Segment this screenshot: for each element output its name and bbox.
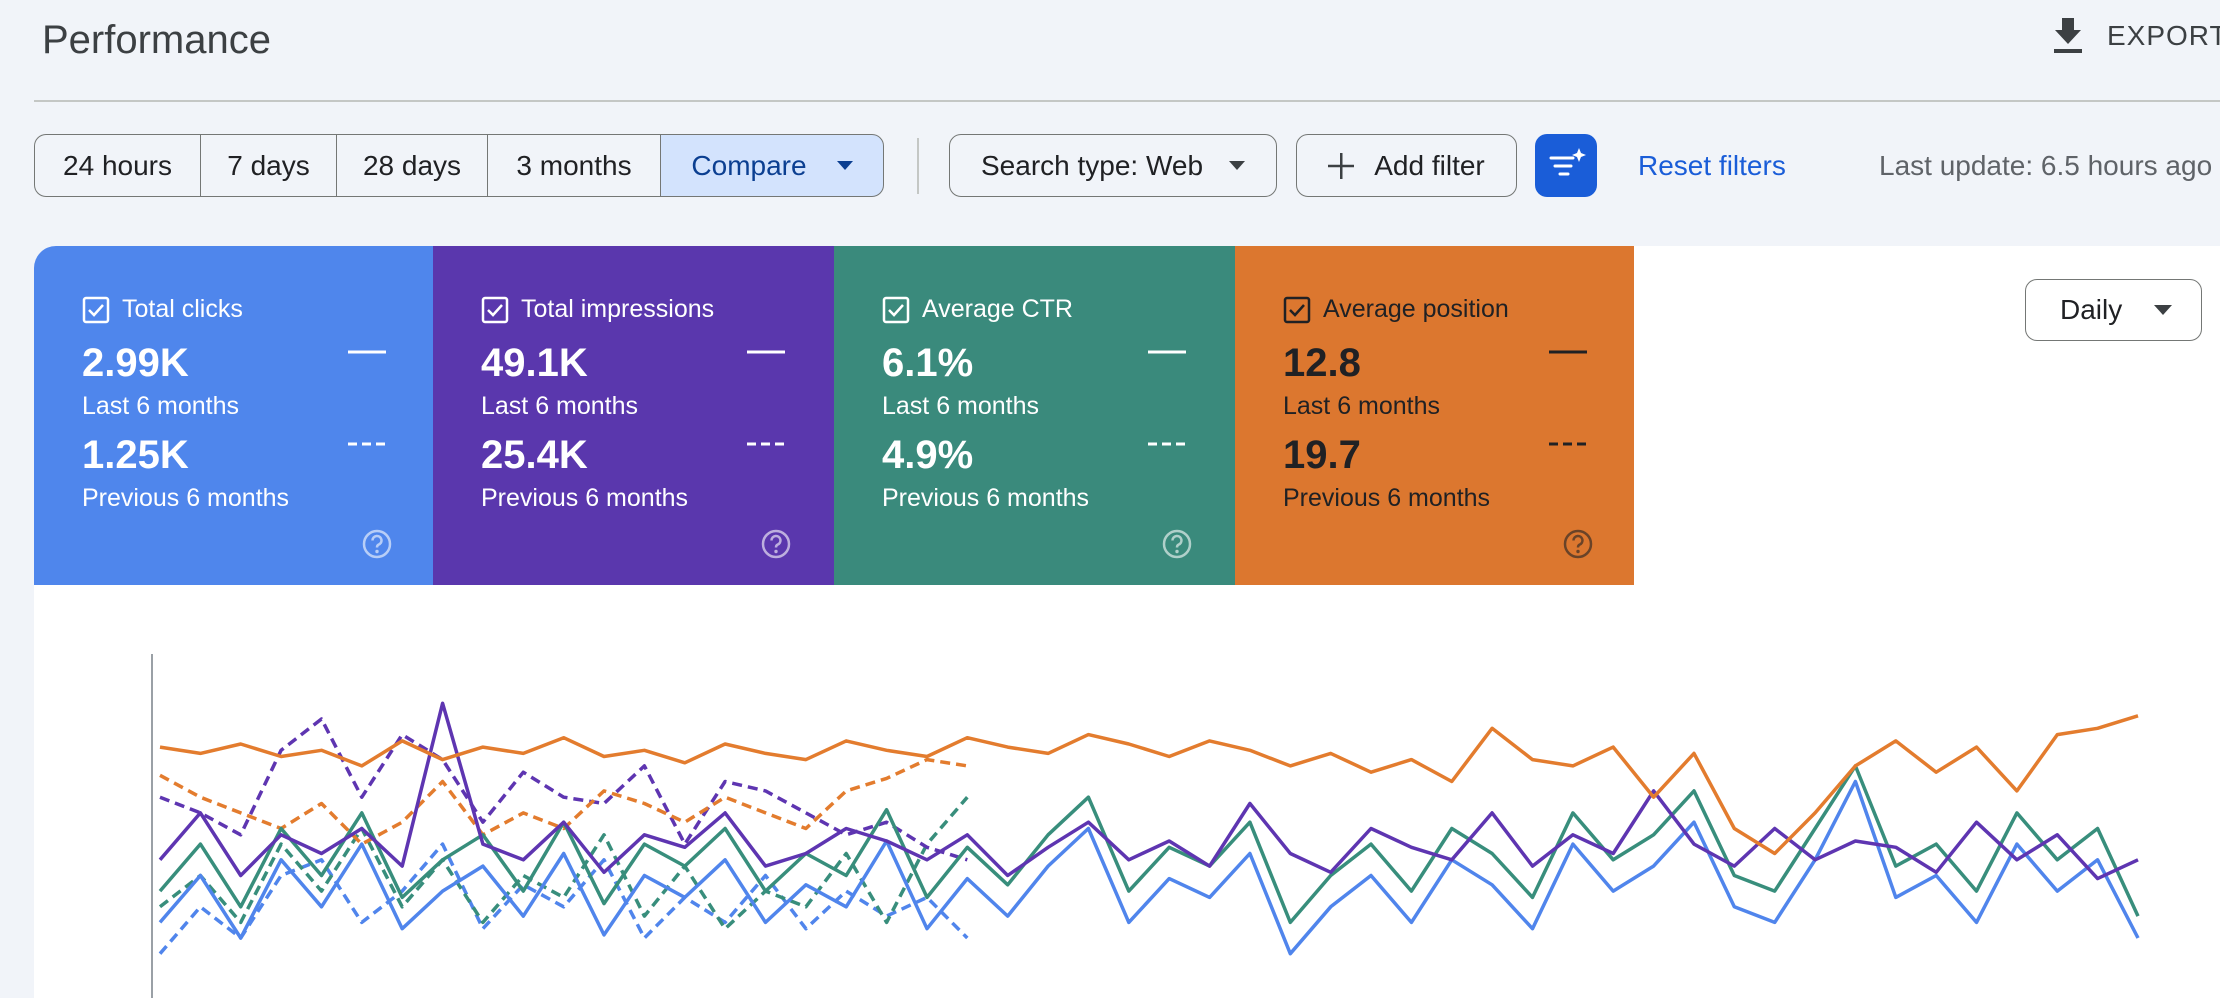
help-circle	[362, 529, 392, 559]
metric-card[interactable]: Average CTR 6.1% Last 6 months 4.9% Previous…	[834, 246, 1235, 585]
series-line	[158, 701, 2139, 881]
previous-value: 4.9%	[882, 433, 974, 477]
period-label: Last 6 months	[1283, 392, 1441, 420]
checkbox	[1283, 296, 1311, 324]
period-label: Last 6 months	[481, 392, 639, 420]
ai-filter-icon	[1549, 148, 1586, 176]
checkbox	[481, 296, 509, 324]
period-label: Previous 6 months	[1283, 484, 1491, 512]
checkmark	[888, 304, 904, 317]
previous-value: 19.7	[1283, 433, 1361, 477]
metric-value: 2.99K	[82, 341, 189, 385]
help-mark	[371, 534, 383, 548]
range-label: 3 months	[516, 149, 632, 181]
add-filter-label: Add filter	[1374, 149, 1485, 181]
range-label: 24 hours	[63, 149, 172, 181]
help-dot	[375, 549, 379, 554]
range-label: Compare	[691, 149, 807, 181]
help-circle	[1563, 529, 1593, 559]
reset-filters[interactable]: Reset filters	[1638, 150, 1786, 181]
series-line	[158, 779, 2140, 956]
search-type-button[interactable]: Search type: Web	[949, 134, 1277, 197]
previous-value: 1.25K	[82, 433, 189, 477]
checkbox	[82, 296, 110, 324]
help-icon[interactable]	[1161, 528, 1193, 560]
series-line	[158, 842, 969, 955]
range-label: 7 days	[227, 149, 310, 181]
metric-value: 12.8	[1283, 341, 1361, 385]
help-mark	[770, 534, 782, 548]
metric-label: Total clicks	[122, 295, 243, 323]
separator	[917, 138, 919, 194]
help-icon[interactable]	[760, 528, 792, 560]
line-style-legend	[348, 350, 386, 446]
range-button[interactable]: 24 hours	[34, 134, 200, 197]
range-label: 28 days	[362, 149, 462, 181]
granularity-label: Daily	[2060, 294, 2123, 325]
line-style-legend	[1148, 350, 1186, 446]
checkbox-box	[1283, 296, 1311, 324]
arrow	[836, 160, 853, 170]
range-button[interactable]: Compare	[660, 134, 884, 197]
previous-value: 25.4K	[481, 433, 588, 477]
download-icon[interactable]	[2052, 18, 2084, 54]
range-button[interactable]: 3 months	[487, 134, 660, 197]
checkbox-box	[882, 296, 910, 324]
page-title: Performance	[42, 18, 271, 62]
plus-icon	[1328, 152, 1355, 179]
period-label: Previous 6 months	[82, 484, 290, 512]
help-icon[interactable]	[361, 528, 393, 560]
period-label: Previous 6 months	[481, 484, 689, 512]
period-label: Last 6 months	[882, 392, 1040, 420]
series-line	[158, 764, 2140, 925]
divider	[34, 100, 2220, 102]
checkmark	[1289, 304, 1305, 317]
dropdown-arrow	[1229, 160, 1246, 170]
export-button[interactable]: EXPORT	[2107, 20, 2220, 51]
period-label: Previous 6 months	[882, 484, 1090, 512]
help-circle	[1162, 529, 1192, 559]
search-type-label: Search type: Web	[981, 149, 1204, 181]
help-mark	[1171, 534, 1183, 548]
checkbox-box	[481, 296, 509, 324]
metric-value: 49.1K	[481, 341, 588, 385]
metric-card[interactable]: Total clicks 2.99K Last 6 months 1.25K Previ…	[34, 246, 433, 585]
series-line	[159, 717, 968, 862]
checkbox	[882, 296, 910, 324]
metric-label: Total impressions	[521, 295, 715, 323]
ai-filter-button[interactable]	[1535, 134, 1597, 197]
series-line	[159, 757, 968, 846]
dropdown-arrow	[836, 160, 853, 170]
range-button[interactable]: 7 days	[200, 134, 336, 197]
metric-card[interactable]: Total impressions 49.1K Last 6 months 25.4K…	[433, 246, 834, 585]
help-circle	[761, 529, 791, 559]
help-dot	[1175, 549, 1179, 554]
line-style-legend	[747, 350, 785, 446]
metric-value: 6.1%	[882, 341, 974, 385]
checkmark	[487, 304, 503, 317]
line-style-legend	[1549, 350, 1587, 446]
help-dot	[774, 549, 778, 554]
granularity-button[interactable]: Daily	[2025, 279, 2202, 341]
last-update: Last update: 6.5 hours ago	[1879, 150, 2213, 181]
metric-label: Average CTR	[922, 295, 1073, 323]
checkmark	[88, 304, 104, 317]
help-icon[interactable]	[1562, 528, 1594, 560]
help-mark	[1572, 534, 1584, 548]
dropdown-arrow	[2154, 305, 2173, 315]
add-filter-button[interactable]: Add filter	[1296, 134, 1517, 197]
metric-card[interactable]: Average position 12.8 Last 6 months 19.7 Pre…	[1235, 246, 1634, 585]
period-label: Last 6 months	[82, 392, 240, 420]
range-button[interactable]: 28 days	[336, 134, 487, 197]
metric-label: Average position	[1323, 295, 1509, 323]
series-line	[159, 714, 2139, 856]
checkbox-box	[82, 296, 110, 324]
help-dot	[1576, 549, 1580, 554]
